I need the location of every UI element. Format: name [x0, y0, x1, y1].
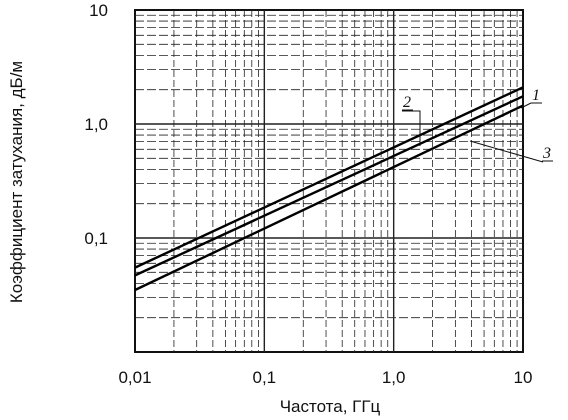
- series-leader-1: [520, 102, 532, 109]
- series-label-3: 3: [542, 145, 551, 162]
- series-line-2: [134, 95, 524, 277]
- y-tick-label: 10: [89, 1, 108, 20]
- x-tick-label: 0,01: [118, 368, 151, 387]
- series-leader-3: [469, 140, 544, 163]
- y-axis-label: Коэффициент затухания, дБ/м: [7, 61, 26, 303]
- series-label-1: 1: [532, 87, 540, 104]
- x-axis-label: Частота, ГГц: [280, 397, 381, 416]
- series-leader-2: [402, 110, 421, 146]
- y-tick-label: 1,0: [84, 115, 108, 134]
- x-tick-labels: 0,01 0,1 1,0 10: [118, 368, 532, 387]
- plot-frame: [134, 9, 524, 353]
- leader-lines: 1 2 3: [402, 87, 553, 163]
- y-tick-labels: 0,1 1,0 10: [84, 1, 108, 248]
- x-tick-label: 10: [514, 368, 533, 387]
- x-tick-label: 0,1: [253, 368, 277, 387]
- series-line-1: [134, 86, 524, 269]
- series-label-2: 2: [403, 94, 411, 111]
- series-line-3: [134, 104, 524, 292]
- series-lines: [134, 86, 524, 292]
- y-tick-label: 0,1: [84, 229, 108, 248]
- grid-lines: [135, 10, 523, 352]
- x-tick-label: 1,0: [382, 368, 406, 387]
